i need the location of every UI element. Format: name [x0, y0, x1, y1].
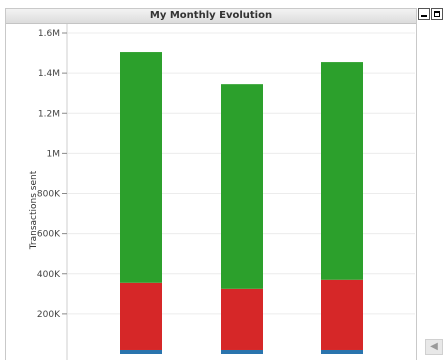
y-axis-ticks: 200K 400K 600K 800K 1M 1.2M 1.4M 1.6M — [37, 29, 67, 320]
bar-segment[interactable] — [221, 288, 263, 350]
bar-segment[interactable] — [321, 62, 363, 280]
y-tick-label: 200K — [37, 310, 61, 320]
chart-title: My Monthly Evolution — [6, 9, 416, 24]
maximize-icon[interactable] — [431, 8, 443, 20]
y-tick-label: 1M — [47, 149, 61, 159]
y-tick-label: 1.2M — [38, 109, 60, 119]
bar-segment[interactable] — [120, 52, 162, 283]
bar-segment[interactable] — [120, 349, 162, 354]
y-tick-label: 600K — [37, 230, 61, 240]
bars — [120, 52, 363, 354]
bar-segment[interactable] — [321, 349, 363, 354]
y-tick-label: 1.6M — [38, 29, 60, 39]
scroll-left-icon[interactable]: ◀ — [425, 339, 443, 355]
y-tick-label: 400K — [37, 270, 61, 280]
minimize-icon[interactable] — [418, 8, 430, 20]
bar-segment[interactable] — [321, 279, 363, 350]
y-tick-label: 800K — [37, 190, 61, 200]
bar-segment[interactable] — [120, 282, 162, 350]
y-tick-label: 1.4M — [38, 69, 60, 79]
window-controls — [418, 8, 443, 22]
bar-segment[interactable] — [221, 349, 263, 354]
bar-segment[interactable] — [221, 84, 263, 289]
y-axis-label: Transactions sent — [29, 170, 39, 250]
